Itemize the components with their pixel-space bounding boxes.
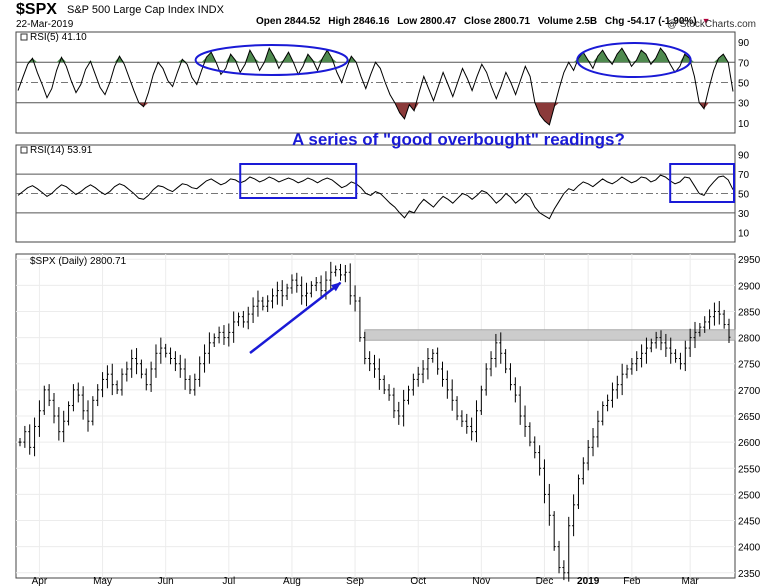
x-axis-label-mar: Mar — [682, 576, 700, 586]
price-tick-label: 2450 — [738, 517, 761, 528]
change-value: Chg -54.17 (-1.90%) — [604, 16, 697, 27]
rsi-tick-label-90: 90 — [738, 38, 750, 49]
highlight-box-rsi14-march — [669, 163, 735, 203]
rsi-tick-label-10: 10 — [738, 119, 750, 130]
rsi-tick-label-90: 90 — [738, 151, 750, 162]
panel-options-icon — [20, 33, 28, 41]
x-axis-label-feb: Feb — [623, 576, 641, 586]
chart-date: 22-Mar-2019 — [16, 19, 74, 30]
x-axis-label-apr: Apr — [32, 576, 48, 586]
rsi5-panel-frame — [15, 31, 736, 134]
price-tick-label: 2550 — [738, 464, 761, 475]
x-axis-label-jul: Jul — [222, 576, 235, 586]
rsi5-panel-plot — [16, 47, 735, 126]
chart-subtitle: S&P 500 Large Cap Index INDX — [67, 4, 224, 16]
price-tick-label: 2850 — [738, 307, 761, 318]
rsi-tick-label-50: 50 — [738, 190, 750, 201]
price-tick-label: 2500 — [738, 490, 761, 501]
price-tick-label: 2400 — [738, 543, 761, 554]
trend-arrow — [249, 281, 342, 354]
x-axis-label-dec: Dec — [536, 576, 554, 586]
rsi-tick-label-70: 70 — [738, 170, 750, 181]
down-arrow-icon: ▼ — [701, 16, 711, 26]
x-axis-label-may: May — [93, 576, 112, 586]
rsi-line — [17, 47, 734, 126]
rsi-tick-label-30: 30 — [738, 99, 750, 110]
resistance-band — [364, 329, 736, 341]
rsi-tick-label-50: 50 — [738, 79, 750, 90]
price-tick-label: 2750 — [738, 360, 761, 371]
x-axis-label-sep: Sep — [346, 576, 364, 586]
panel-options-icon — [20, 146, 28, 154]
rsi-tick-label-30: 30 — [738, 209, 750, 220]
rsi-panel-label: RSI(5) 41.10 — [30, 32, 87, 43]
price-tick-label: 2350 — [738, 569, 761, 580]
price-tick-label: 2800 — [738, 334, 761, 345]
highlight-ellipse-rsi5-march — [576, 42, 692, 78]
highlight-ellipse-rsi5-summer — [194, 44, 349, 76]
price-tick-label: 2900 — [738, 281, 761, 292]
x-axis-label-oct: Oct — [410, 576, 426, 586]
x-axis-label-2019: 2019 — [577, 576, 600, 586]
open-value: Open 2844.52 — [256, 16, 321, 27]
x-axis-label-nov: Nov — [472, 576, 490, 586]
rsi-line — [17, 174, 734, 220]
price-bars — [18, 261, 731, 582]
price-panel-label: $SPX (Daily) 2800.71 — [30, 256, 127, 267]
price-tick-label: 2950 — [738, 255, 761, 266]
highlight-box-rsi14-summer — [239, 163, 358, 199]
x-axis-label-jun: Jun — [158, 576, 174, 586]
price-tick-label: 2600 — [738, 438, 761, 449]
x-axis-label-aug: Aug — [283, 576, 301, 586]
chart-ticker: $SPX — [16, 1, 57, 18]
stockcharts-watermark: @ StockCharts.com — [666, 19, 756, 30]
rsi-tick-label-70: 70 — [738, 58, 750, 69]
close-value: Close 2800.71 — [463, 16, 531, 27]
annotation-text: A series of "good overbought" readings? — [292, 130, 625, 149]
price-tick-label: 2650 — [738, 412, 761, 423]
rsi-tick-label-10: 10 — [738, 228, 750, 239]
volume-value: Volume 2.5B — [537, 16, 598, 27]
high-value: High 2846.16 — [328, 16, 390, 27]
low-value: Low 2800.47 — [397, 16, 457, 27]
rsi14-panel-plot — [16, 173, 735, 220]
rsi-panel-label: RSI(14) 53.91 — [30, 145, 93, 156]
price-tick-label: 2700 — [738, 386, 761, 397]
ohlc-summary: Open 2844.52 High 2846.16 Low 2800.47 Cl… — [256, 16, 716, 27]
